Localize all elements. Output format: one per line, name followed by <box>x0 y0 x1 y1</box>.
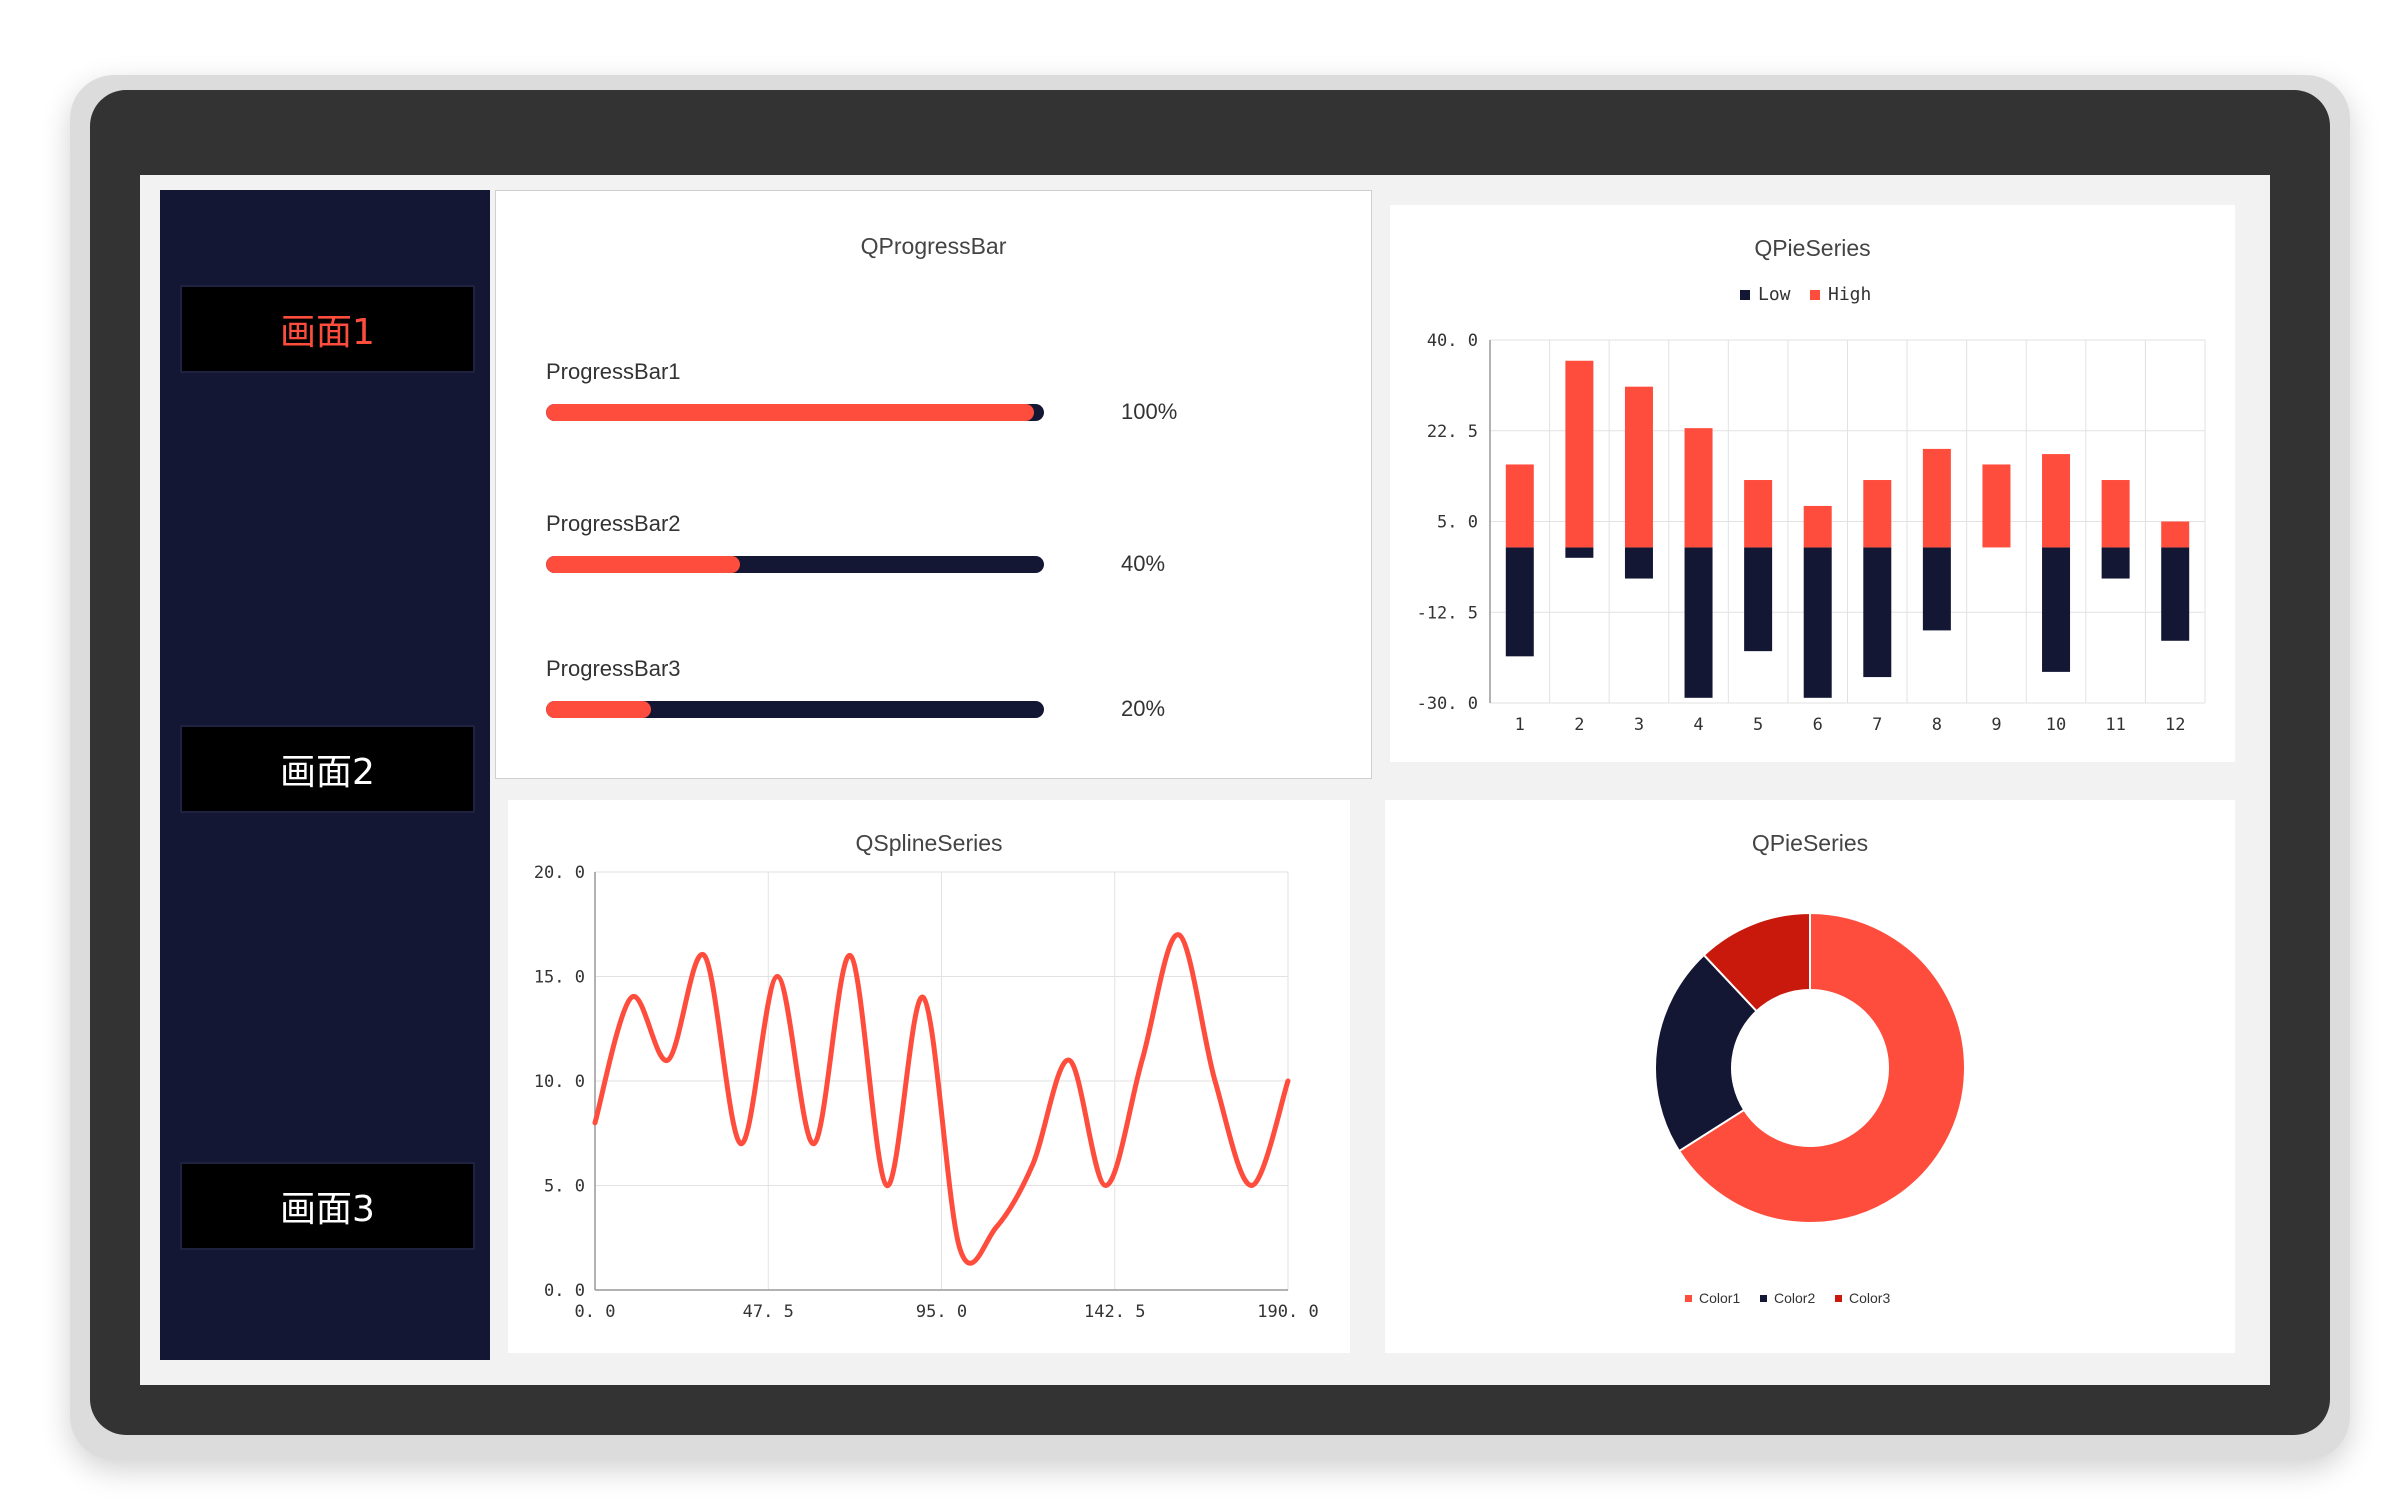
y-tick-label: 20. 0 <box>534 863 585 883</box>
bar-low-2 <box>1565 547 1594 558</box>
bar-chart-panel: QPieSeries 40. 0 22. 5 5. 0 -12. 5 -30. 0 Low… <box>1390 205 2235 762</box>
y-tick-label: -12. 5 <box>1417 603 1478 623</box>
bar-chart-title: QPieSeries <box>1754 235 1871 261</box>
bar-high-1 <box>1505 464 1534 548</box>
spline-chart-panel: QSplineSeries 20. 0 15. 0 10. 0 5. 0 0. 0 0. … <box>508 800 1350 1353</box>
bar-high-2 <box>1565 360 1594 548</box>
bar-low-8 <box>1922 547 1951 631</box>
bar-high-7 <box>1863 480 1892 548</box>
bar-low-10 <box>2042 547 2071 672</box>
y-tick-label: -30. 0 <box>1417 694 1478 714</box>
legend-marker-color1 <box>1685 1295 1692 1302</box>
progressbar3-fill <box>546 701 651 718</box>
legend-label-color2: Color2 <box>1774 1290 1815 1306</box>
x-tick-label: 6 <box>1813 715 1823 735</box>
bar-high-4 <box>1684 428 1713 548</box>
bar-high-8 <box>1922 448 1951 548</box>
legend-label-color1: Color1 <box>1699 1290 1740 1306</box>
bar-low-5 <box>1744 547 1773 652</box>
progressbar1-fill <box>546 404 1035 421</box>
nav-button-screen2[interactable]: 画面2 <box>180 725 475 813</box>
progressbar3-track <box>546 701 1044 718</box>
bar-low-6 <box>1803 547 1832 698</box>
bar-low-12 <box>2161 547 2190 641</box>
x-tick-label: 11 <box>2105 715 2125 735</box>
x-tick-label: 12 <box>2165 715 2185 735</box>
nav-button-screen3[interactable]: 画面3 <box>180 1162 475 1250</box>
legend-marker-color2 <box>1760 1295 1767 1302</box>
legend-marker-color3 <box>1835 1295 1842 1302</box>
progressbar3-label: ProgressBar3 <box>546 656 681 681</box>
donut-chart: Color1 Color2 Color3 <box>1654 911 1966 1306</box>
legend-label-low: Low <box>1758 284 1791 305</box>
spline-series-line <box>592 932 1291 1266</box>
x-tick-label: 95. 0 <box>916 1302 967 1322</box>
donut-chart-panel: QPieSeries Color1 Color2 Color3 <box>1385 800 2235 1353</box>
y-tick-label: 40. 0 <box>1427 331 1478 351</box>
progressbar2-label: ProgressBar2 <box>546 511 681 536</box>
x-tick-label: 1 <box>1515 715 1525 735</box>
bar-high-6 <box>1803 505 1832 548</box>
progressbar1-track <box>546 404 1044 421</box>
y-tick-label: 15. 0 <box>534 968 585 988</box>
x-tick-label: 10 <box>2046 715 2066 735</box>
bar-low-3 <box>1624 547 1653 579</box>
progressbar2-fill <box>546 556 741 573</box>
bar-high-3 <box>1624 386 1653 548</box>
x-tick-label: 7 <box>1872 715 1882 735</box>
x-tick-label: 0. 0 <box>575 1302 616 1322</box>
progressbar3-percent: 20% <box>1121 696 1166 721</box>
bar-high-5 <box>1744 480 1773 548</box>
x-tick-label: 8 <box>1932 715 1942 735</box>
donut-slice-color2 <box>1654 953 1759 1153</box>
legend-marker-low <box>1740 290 1750 300</box>
bar-high-12 <box>2161 521 2190 548</box>
legend-label-high: High <box>1828 284 1871 305</box>
donut-slice-color1 <box>1677 911 1966 1224</box>
bar-low-11 <box>2101 547 2130 579</box>
legend-label-color3: Color3 <box>1849 1290 1890 1306</box>
progress-panel-title: QProgressBar <box>860 233 1007 259</box>
x-tick-label: 3 <box>1634 715 1644 735</box>
donut-chart-title: QPieSeries <box>1751 830 1869 856</box>
x-tick-label: 9 <box>1991 715 2001 735</box>
progressbar2-percent: 40% <box>1121 551 1166 576</box>
progressbar1-label: ProgressBar1 <box>546 359 681 384</box>
donut-slice-color3 <box>1702 911 1811 1013</box>
x-tick-label: 190. 0 <box>1257 1302 1318 1322</box>
x-tick-label: 2 <box>1574 715 1584 735</box>
y-tick-label: 5. 0 <box>544 1177 585 1197</box>
spline-chart-title: QSplineSeries <box>855 830 1003 856</box>
bar-low-7 <box>1863 547 1892 678</box>
x-tick-label: 4 <box>1693 715 1703 735</box>
bar-high-10 <box>2042 454 2071 548</box>
bar-high-9 <box>1982 464 2011 548</box>
progressbar1-percent: 100% <box>1121 399 1178 424</box>
bar-low-4 <box>1684 547 1713 698</box>
bar-low-1 <box>1505 547 1534 657</box>
bar-high-11 <box>2101 480 2130 548</box>
x-tick-label: 5 <box>1753 715 1763 735</box>
x-tick-label: 142. 5 <box>1084 1302 1145 1322</box>
y-tick-label: 22. 5 <box>1427 422 1478 442</box>
y-tick-label: 5. 0 <box>1437 513 1478 533</box>
progress-panel: QProgressBar ProgressBar1 100% ProgressB… <box>495 190 1372 779</box>
nav-button-screen1[interactable]: 画面1 <box>180 285 475 373</box>
x-tick-label: 47. 5 <box>743 1302 794 1322</box>
spline-chart: 20. 0 15. 0 10. 0 5. 0 0. 00. 0 47. 5 95. 0 142… <box>534 863 1319 1322</box>
y-tick-label: 0. 0 <box>544 1281 585 1301</box>
progressbar2-track <box>546 556 1044 573</box>
y-tick-label: 10. 0 <box>534 1072 585 1092</box>
legend-marker-high <box>1810 290 1820 300</box>
